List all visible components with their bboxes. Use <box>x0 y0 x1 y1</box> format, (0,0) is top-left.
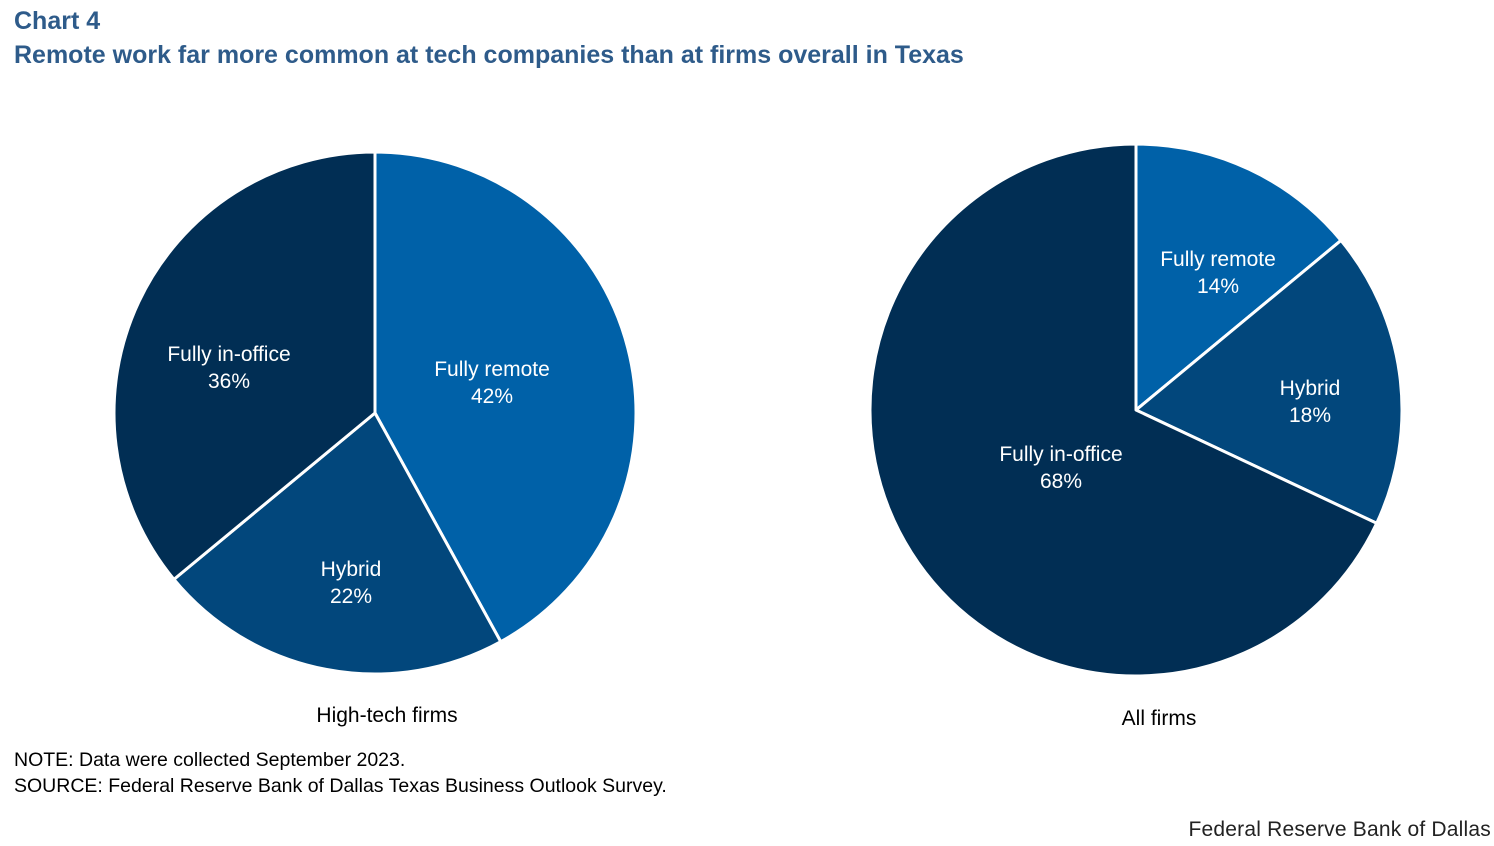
slice-name-high-tech-fully-remote: Fully remote <box>434 358 550 381</box>
pie-slice-high-tech-hybrid <box>172 411 503 676</box>
slice-value-all-firms-fully-remote: 14% <box>1197 275 1239 298</box>
pie-caption-high-tech: High-tech firms <box>316 704 458 727</box>
note-text: NOTE: Data were collected September 2023… <box>14 749 406 771</box>
slice-value-all-firms-fully-in-office: 68% <box>1040 470 1082 493</box>
pie-slice-all-firms-fully-remote <box>1134 142 1343 412</box>
slice-value-high-tech-fully-remote: 42% <box>471 385 513 408</box>
slice-value-high-tech-fully-in-office: 36% <box>208 370 250 393</box>
slice-value-high-tech-hybrid: 22% <box>330 585 372 608</box>
slice-value-all-firms-hybrid: 18% <box>1289 404 1331 427</box>
pie-slice-all-firms-hybrid <box>1134 238 1404 525</box>
slice-name-all-firms-fully-in-office: Fully in-office <box>999 443 1122 466</box>
chart-title: Remote work far more common at tech comp… <box>14 41 964 69</box>
pie-slice-high-tech-fully-remote <box>373 150 638 644</box>
publisher-credit: Federal Reserve Bank of Dallas <box>1188 818 1491 841</box>
pie-high-tech: Fully remote 42% Hybrid 22% Fully in-office 3… <box>112 150 638 676</box>
pie-slice-high-tech-fully-in-office <box>112 150 377 581</box>
slice-name-high-tech-hybrid: Hybrid <box>321 558 382 581</box>
slice-name-all-firms-hybrid: Hybrid <box>1280 377 1341 400</box>
pie-caption-all-firms: All firms <box>1121 707 1197 730</box>
source-text: SOURCE: Federal Reserve Bank of Dallas T… <box>14 775 667 797</box>
footnotes: NOTE: Data were collected September 2023… <box>14 747 667 799</box>
slice-name-all-firms-fully-remote: Fully remote <box>1160 248 1276 271</box>
slice-name-high-tech-fully-in-office: Fully in-office <box>167 343 290 366</box>
pie-all-firms: Fully remote 14% Hybrid 18% Fully in-office 6… <box>868 142 1404 678</box>
pie-slice-all-firms-fully-in-office <box>868 142 1379 678</box>
chart-number: Chart 4 <box>14 7 101 35</box>
